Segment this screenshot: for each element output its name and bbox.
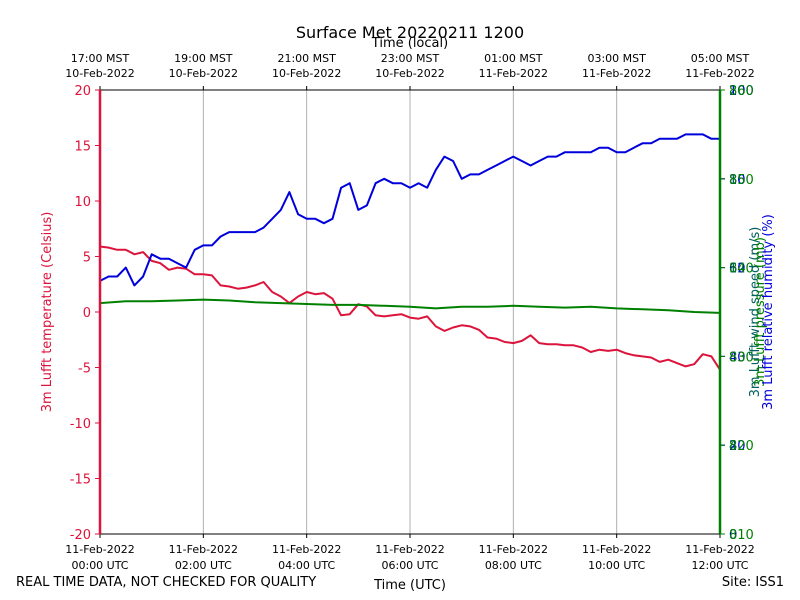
- x-tick-label-local-date: 10-Feb-2022: [272, 67, 341, 80]
- x-tick-label-local-time: 17:00 MST: [71, 52, 130, 65]
- series-line-rh: [99, 133, 720, 287]
- x-tick-label-local-date: 10-Feb-2022: [169, 67, 238, 80]
- series-line-temp: [99, 245, 721, 371]
- x-tick-label-local-date: 11-Feb-2022: [685, 67, 754, 80]
- y-tick-label-pres: 850: [729, 173, 754, 188]
- y-tick-label-temp: 0: [83, 306, 91, 321]
- y-tick-label-rh: 0: [729, 528, 737, 543]
- x-tick-label-local-time: 23:00 MST: [381, 52, 440, 65]
- x-tick-label-local-time: 19:00 MST: [174, 52, 233, 65]
- site-label: Site: ISS1: [721, 575, 784, 590]
- y-tick-label-pres: 820: [729, 439, 754, 454]
- x-tick-label-local-date: 10-Feb-2022: [375, 67, 444, 80]
- x-tick-label-utc-date: 11-Feb-2022: [582, 543, 651, 556]
- y-axis-label-rh: 3m Lufft relative humidity (%): [761, 214, 776, 410]
- x-tick-label-local-time: 01:00 MST: [484, 52, 543, 65]
- x-tick-label-utc-date: 11-Feb-2022: [272, 543, 341, 556]
- y-tick-label-temp: -15: [70, 473, 91, 488]
- y-tick-label-wind: 12: [729, 262, 746, 277]
- x-tick-label-local-date: 10-Feb-2022: [65, 67, 134, 80]
- x-tick-label-utc-time: 10:00 UTC: [588, 559, 645, 572]
- x-tick-label-local-time: 03:00 MST: [587, 52, 646, 65]
- x-tick-label-local-time: 21:00 MST: [277, 52, 336, 65]
- x-tick-label-utc-time: 00:00 UTC: [71, 559, 128, 572]
- y-tick-label-rh: 40: [729, 350, 746, 365]
- y-tick-label-rh: 80: [729, 173, 746, 188]
- x-tick-label-utc-time: 04:00 UTC: [278, 559, 335, 572]
- y-tick-label-temp: -20: [70, 528, 91, 543]
- y-tick-label-temp: -10: [70, 417, 91, 432]
- x-tick-label-utc-date: 11-Feb-2022: [375, 543, 444, 556]
- y-tick-label-temp: 10: [74, 195, 91, 210]
- x-tick-label-local-date: 11-Feb-2022: [582, 67, 651, 80]
- x-tick-label-utc-date: 11-Feb-2022: [169, 543, 238, 556]
- x-tick-label-utc-date: 11-Feb-2022: [65, 543, 134, 556]
- x-tick-label-local-date: 11-Feb-2022: [479, 67, 548, 80]
- x-tick-label-local-time: 05:00 MST: [691, 52, 750, 65]
- y-tick-label-wind: 4: [729, 439, 737, 454]
- y-axis-label-wind: 3m Lufft wind speed (m/s): [748, 227, 763, 398]
- x-tick-label-utc-time: 02:00 UTC: [175, 559, 232, 572]
- x-tick-label-utc-time: 12:00 UTC: [691, 559, 748, 572]
- y-tick-label-wind: 8: [729, 350, 737, 365]
- quality-note: REAL TIME DATA, NOT CHECKED FOR QUALITY: [16, 575, 317, 590]
- chart-title: Surface Met 20220211 1200: [296, 23, 524, 42]
- y-tick-label-wind: 20: [729, 84, 746, 99]
- y-tick-label-pres: 810: [729, 528, 754, 543]
- y-tick-label-temp: 15: [74, 140, 91, 155]
- y-tick-label-pres: 840: [729, 262, 754, 277]
- x-tick-label-utc-date: 11-Feb-2022: [685, 543, 754, 556]
- x-axis-top-label: Time (local): [371, 36, 448, 51]
- y-axis-label-temp: 3m Lufft temperature (Celsius): [40, 212, 55, 413]
- y-tick-label-wind: 16: [729, 173, 746, 188]
- y-tick-label-rh: 20: [729, 439, 746, 454]
- y-tick-label-temp: 5: [83, 251, 91, 266]
- y-tick-label-pres: 860: [729, 84, 754, 99]
- y-tick-label-wind: 0: [729, 528, 737, 543]
- x-tick-label-utc-date: 11-Feb-2022: [479, 543, 548, 556]
- y-tick-label-pres: 830: [729, 350, 754, 365]
- y-tick-label-temp: -5: [78, 362, 91, 377]
- x-axis-bottom-label: Time (UTC): [373, 578, 446, 593]
- y-axis-label-pres: 3m Lufft pressure (mb): [753, 237, 768, 387]
- y-tick-label-rh: 100: [729, 84, 754, 99]
- x-tick-label-utc-time: 08:00 UTC: [485, 559, 542, 572]
- y-tick-label-rh: 60: [729, 262, 746, 277]
- x-tick-label-utc-time: 06:00 UTC: [381, 559, 438, 572]
- series-line-pres: [99, 298, 721, 314]
- y-tick-label-temp: 20: [74, 84, 91, 99]
